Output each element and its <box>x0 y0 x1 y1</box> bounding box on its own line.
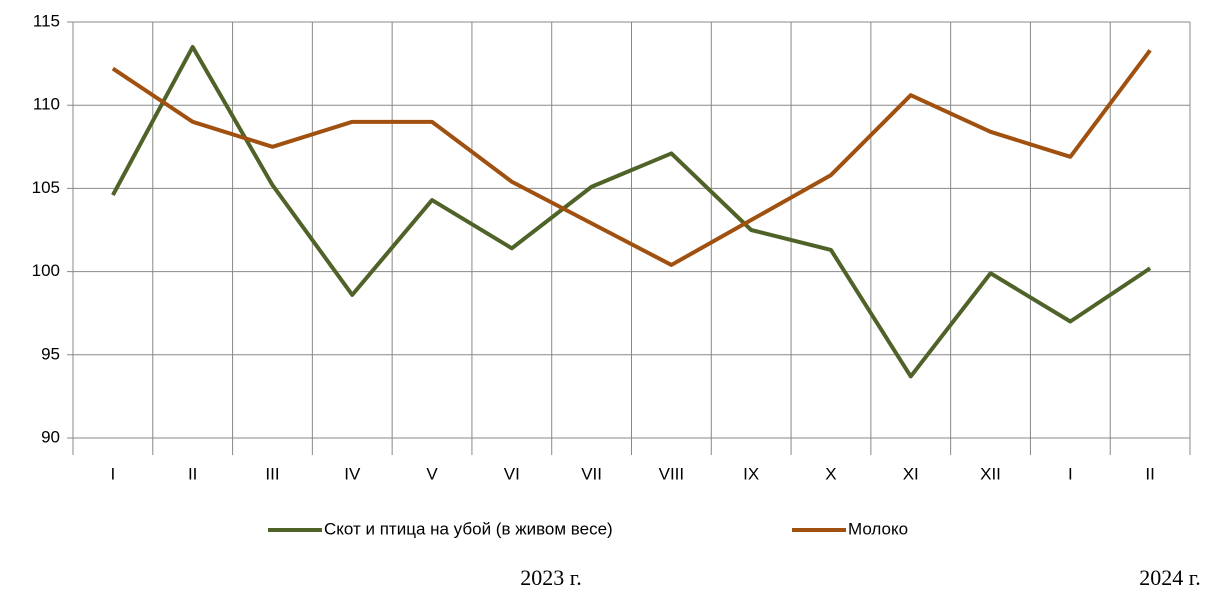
x-tick-label: X <box>825 464 836 483</box>
x-tick-label: XI <box>903 464 919 483</box>
x-tick-label: I <box>1068 464 1073 483</box>
x-tick-label: III <box>265 464 279 483</box>
legend-label: Скот и птица на убой (в живом весе) <box>324 519 613 538</box>
y-tick-label: 115 <box>33 11 60 30</box>
y-tick-label: 90 <box>41 427 60 446</box>
annotation: 2024 г. <box>1139 565 1201 590</box>
x-tick-label: II <box>188 464 197 483</box>
x-tick-label: VII <box>581 464 602 483</box>
x-tick-label: XII <box>980 464 1001 483</box>
series-line <box>111 44 1152 379</box>
x-tick-label: IX <box>743 464 759 483</box>
x-tick-label: VI <box>504 464 520 483</box>
annotation: 2023 г. <box>520 565 582 590</box>
y-tick-label: 105 <box>32 178 60 197</box>
y-tick-label: 95 <box>41 344 60 363</box>
x-tick-label: I <box>111 464 116 483</box>
y-tick-label: 110 <box>33 95 60 114</box>
series-line <box>111 49 1152 267</box>
x-tick-label: IV <box>344 464 361 483</box>
legend-label: Молоко <box>848 519 908 538</box>
y-tick-label: 100 <box>32 261 60 280</box>
x-tick-label: V <box>426 464 438 483</box>
x-tick-label: VIII <box>659 464 685 483</box>
x-tick-label: II <box>1145 464 1154 483</box>
